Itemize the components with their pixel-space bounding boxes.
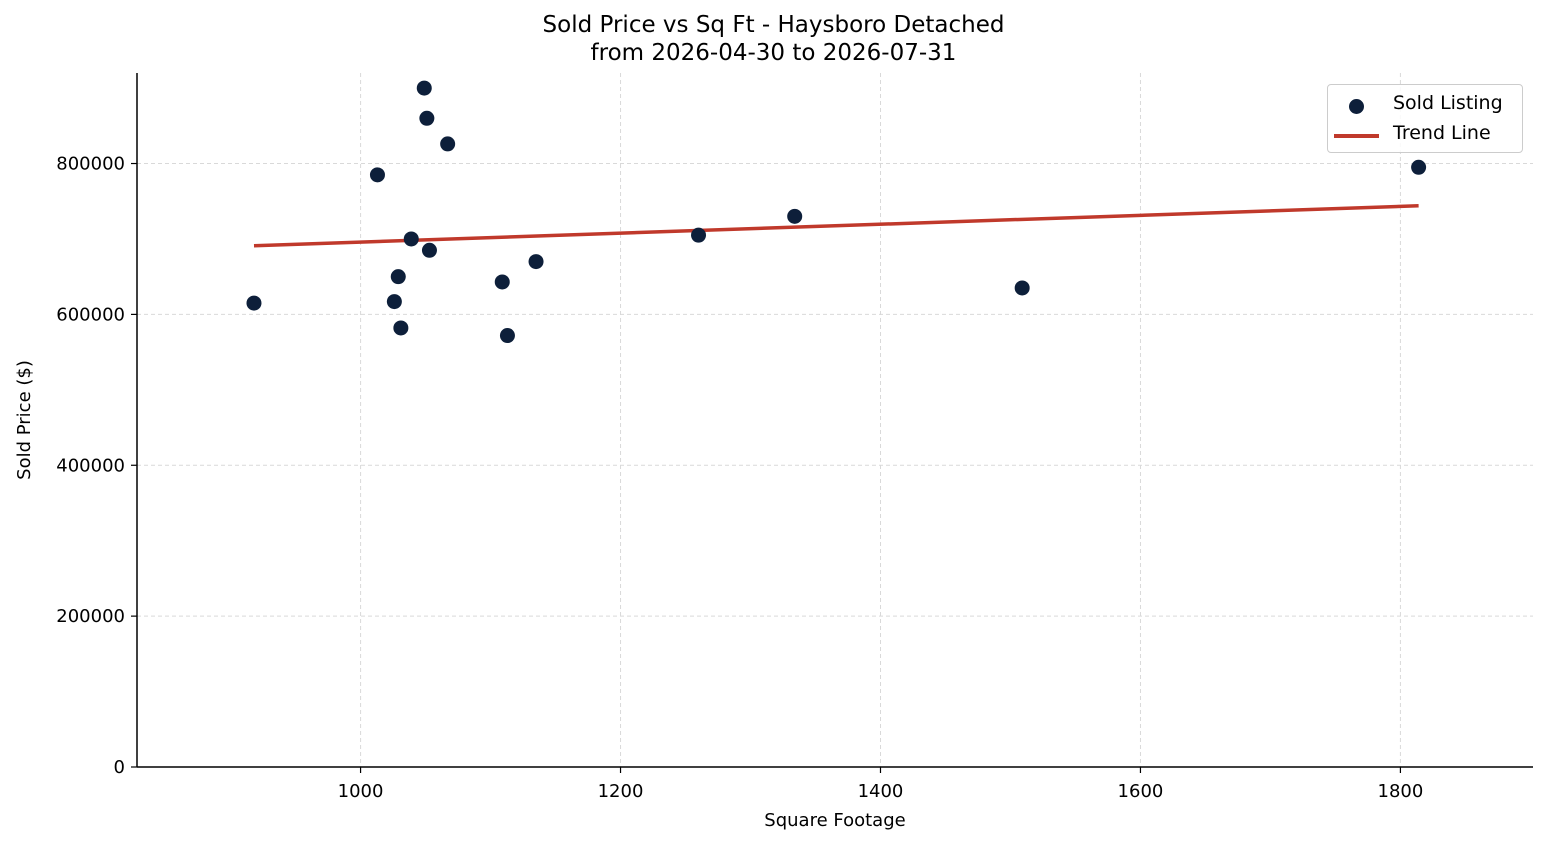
- y-tick-label: 600000: [56, 304, 125, 325]
- data-point: [246, 295, 262, 311]
- y-tick-label: 200000: [56, 606, 125, 627]
- chart-subtitle: from 2026-04-30 to 2026-07-31: [590, 40, 957, 66]
- data-point: [419, 110, 435, 126]
- legend: Sold Listing Trend Line: [1327, 84, 1523, 153]
- y-tick-label: 800000: [56, 154, 125, 175]
- data-point: [691, 227, 707, 243]
- data-point: [494, 274, 510, 290]
- grid-lines: [137, 73, 1533, 768]
- data-point: [1411, 159, 1427, 175]
- tick-labels: 1000 1200 1400 1600 1800 0 200000 400000 600000 8…: [56, 154, 1423, 802]
- x-tick-label: 1400: [858, 781, 904, 802]
- data-points: [246, 80, 1427, 344]
- y-axis-label: Sold Price ($): [14, 360, 35, 480]
- legend-label: Sold Listing: [1393, 92, 1503, 114]
- data-point: [416, 80, 432, 96]
- data-point: [1014, 280, 1030, 296]
- data-point: [393, 320, 409, 336]
- data-point: [440, 136, 456, 152]
- data-point: [421, 242, 437, 258]
- legend-marker-line: [1334, 134, 1379, 138]
- x-tick-label: 1800: [1378, 781, 1424, 802]
- data-point: [390, 269, 406, 285]
- y-tick-label: 0: [114, 757, 125, 778]
- data-point: [499, 328, 515, 344]
- data-point: [787, 208, 803, 224]
- x-tick-label: 1600: [1118, 781, 1164, 802]
- axes: [131, 73, 1533, 773]
- legend-marker-dot: [1349, 99, 1364, 114]
- legend-item-trend-line: Trend Line: [1328, 119, 1522, 149]
- legend-item-sold-listing: Sold Listing: [1328, 89, 1522, 119]
- trend-line: [253, 204, 1419, 248]
- x-axis-label: Square Footage: [764, 810, 905, 831]
- data-point: [528, 254, 544, 270]
- trend-line-group: [253, 204, 1419, 248]
- data-point: [403, 231, 419, 247]
- chart-title: Sold Price vs Sq Ft - Haysboro Detached: [542, 12, 1005, 38]
- x-tick-label: 1000: [338, 781, 384, 802]
- legend-label: Trend Line: [1393, 122, 1491, 144]
- data-point: [369, 167, 385, 183]
- data-point: [386, 294, 402, 310]
- x-tick-label: 1200: [598, 781, 644, 802]
- y-tick-label: 400000: [56, 455, 125, 476]
